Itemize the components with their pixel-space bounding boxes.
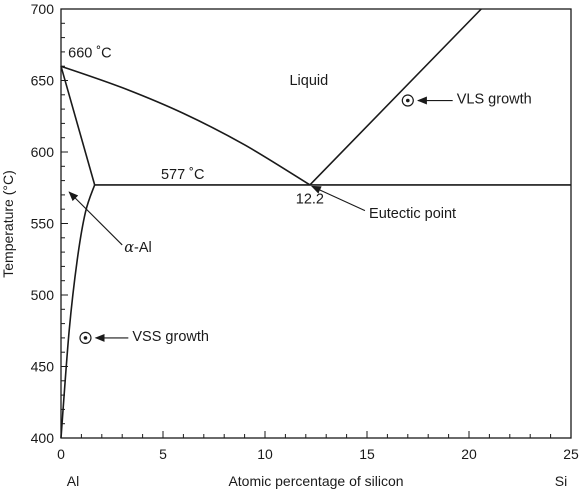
y-tick-label: 700 — [31, 1, 55, 17]
x-tick-label: 25 — [563, 446, 579, 462]
growth-marker-dot — [83, 336, 88, 340]
y-tick-label: 450 — [31, 359, 55, 375]
annotation-t577: 577 ˚C — [161, 167, 205, 183]
solvus — [60, 184, 96, 439]
annotation-vss: VSS growth — [79, 329, 209, 345]
annotation-text: α-Al — [124, 240, 152, 256]
x-right-endpoint-label: Si — [555, 473, 567, 489]
annotation-liquid: Liquid — [289, 73, 328, 89]
annotation-arrow — [68, 191, 123, 246]
x-tick-label: 15 — [359, 446, 375, 462]
phase-boundaries — [60, 8, 571, 439]
liquidus-si-side — [309, 8, 482, 186]
annotation-text: 12.2 — [296, 191, 324, 207]
liquidus-al-side — [60, 65, 311, 186]
annotation-text: Eutectic point — [369, 206, 456, 222]
annotation-eutectic: Eutectic point — [311, 185, 456, 222]
x-tick-label: 20 — [461, 446, 477, 462]
x-tick-label: 0 — [57, 446, 65, 462]
annotations: 660 ˚C 577 ˚C Liquid 12.2 Eutectic point α-Al… — [68, 46, 532, 345]
annotation-text: VLS growth — [457, 91, 532, 107]
y-tick-label: 400 — [31, 430, 55, 446]
x-axis-title: Atomic percentage of silicon — [228, 473, 403, 489]
x-tick-label: 10 — [257, 446, 273, 462]
axis-ticks: 0 5 10 15 20 25 400 450 500 550 600 650 700 — [31, 1, 579, 462]
annotation-arrow — [311, 185, 366, 212]
annotation-alpha: α-Al — [68, 191, 152, 256]
y-tick-label: 500 — [31, 287, 55, 303]
annotation-text: 577 ˚C — [161, 167, 205, 183]
annotation-text: Liquid — [289, 73, 328, 89]
annotation-text: VSS growth — [132, 329, 209, 345]
growth-marker-dot — [406, 98, 410, 103]
annotation-text: 660 ˚C — [68, 46, 112, 62]
y-tick-label: 600 — [31, 144, 55, 160]
annotation-vls: VLS growth — [401, 91, 532, 107]
x-tick-label: 5 — [159, 446, 167, 462]
annotation-eut_comp: 12.2 — [296, 191, 324, 207]
plot-frame — [60, 8, 572, 439]
y-tick-label: 650 — [31, 73, 55, 89]
y-axis-title: Temperature (°C) — [0, 170, 16, 278]
annotation-t660: 660 ˚C — [68, 46, 112, 62]
solidus — [60, 65, 96, 186]
x-left-endpoint-label: Al — [67, 473, 79, 489]
y-tick-label: 550 — [31, 216, 55, 232]
